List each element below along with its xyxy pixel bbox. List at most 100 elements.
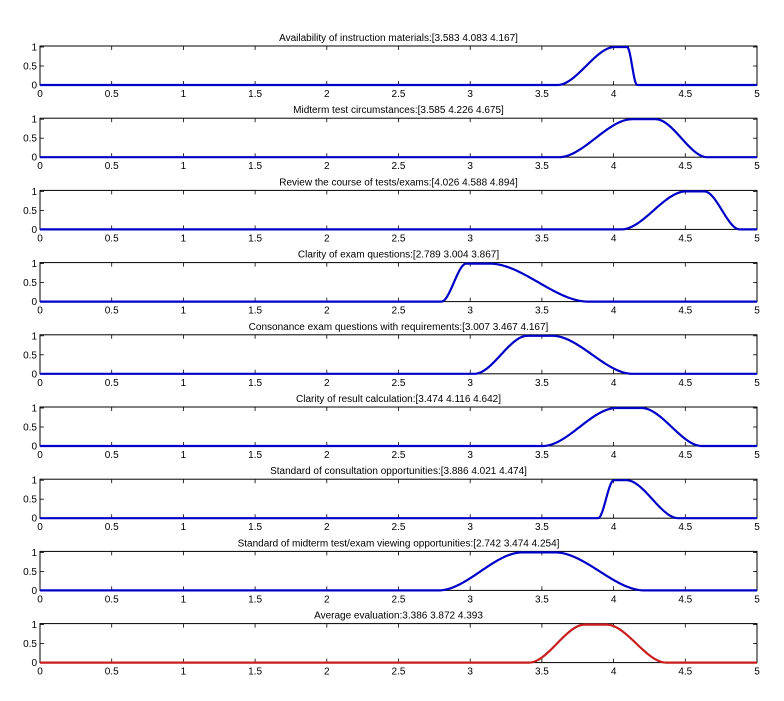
x-tick-label: 3.5 bbox=[535, 450, 549, 461]
x-tick-label: 0 bbox=[37, 161, 43, 172]
x-tick-label: 1.5 bbox=[248, 306, 262, 317]
axes-frame bbox=[39, 623, 758, 664]
x-tick-label: 4 bbox=[611, 89, 617, 100]
subplot-title: Average evaluation:3.386 3.872 4.393 bbox=[314, 611, 483, 622]
y-tick-label: 0 bbox=[31, 658, 37, 669]
y-tick-label: 0.5 bbox=[23, 423, 37, 434]
x-tick-label: 0 bbox=[37, 450, 43, 461]
x-tick-label: 2.5 bbox=[392, 161, 406, 172]
x-tick-label: 4 bbox=[611, 161, 617, 172]
membership-curve bbox=[40, 623, 757, 664]
x-tick-label: 3 bbox=[467, 594, 473, 605]
subplot-title: Standard of midterm test/exam viewing op… bbox=[238, 538, 560, 549]
x-tick-label: 3.5 bbox=[535, 89, 549, 100]
axes-frame bbox=[39, 406, 758, 447]
axes-frame bbox=[39, 117, 758, 158]
subplot-3: Review the course of tests/exams:[4.026 … bbox=[23, 177, 760, 244]
subplot-2: Midterm test circumstances:[3.585 4.226 … bbox=[23, 105, 760, 172]
x-tick-label: 2 bbox=[324, 667, 330, 678]
y-tick-label: 1 bbox=[31, 476, 37, 487]
axes-frame bbox=[39, 262, 758, 303]
x-tick-label: 4.5 bbox=[678, 667, 692, 678]
subplot-title: Standard of consultation opportunities:[… bbox=[270, 466, 527, 477]
y-tick-label: 1 bbox=[31, 548, 37, 559]
x-tick-label: 2 bbox=[324, 306, 330, 317]
subplot-title: Consonance exam questions with requireme… bbox=[249, 322, 549, 333]
x-tick-label: 0.5 bbox=[105, 594, 119, 605]
x-tick-label: 3 bbox=[467, 161, 473, 172]
subplot-5: Consonance exam questions with requireme… bbox=[23, 322, 760, 389]
y-tick-label: 0.5 bbox=[23, 134, 37, 145]
x-tick-label: 3 bbox=[467, 233, 473, 244]
x-tick-label: 0.5 bbox=[105, 161, 119, 172]
y-tick-label: 1 bbox=[31, 331, 37, 342]
axes-frame bbox=[39, 189, 758, 230]
x-tick-label: 2.5 bbox=[392, 89, 406, 100]
membership-curve bbox=[40, 45, 757, 87]
y-tick-label: 1 bbox=[31, 620, 37, 631]
x-tick-label: 1 bbox=[181, 522, 187, 533]
x-tick-label: 0 bbox=[37, 306, 43, 317]
x-tick-label: 3.5 bbox=[535, 522, 549, 533]
x-tick-label: 1 bbox=[181, 667, 187, 678]
x-tick-label: 2 bbox=[324, 594, 330, 605]
subplot-7: Standard of consultation opportunities:[… bbox=[23, 466, 760, 533]
x-tick-label: 2.5 bbox=[392, 594, 406, 605]
membership-curve bbox=[40, 406, 757, 448]
x-tick-label: 3 bbox=[467, 378, 473, 389]
x-tick-label: 0 bbox=[37, 89, 43, 100]
x-tick-label: 2.5 bbox=[392, 378, 406, 389]
y-tick-label: 1 bbox=[31, 187, 37, 198]
subplot-6: Clarity of result calculation:[3.474 4.1… bbox=[23, 394, 760, 461]
x-tick-label: 0 bbox=[37, 233, 43, 244]
subplot-9: Average evaluation:3.386 3.872 4.393 0 0.5… bbox=[23, 611, 760, 678]
y-tick-label: 0.5 bbox=[23, 206, 37, 217]
x-tick-label: 2 bbox=[324, 233, 330, 244]
subplot-8: Standard of midterm test/exam viewing op… bbox=[23, 538, 760, 605]
x-tick-label: 1 bbox=[181, 594, 187, 605]
subplot-title: Availability of instruction materials:[3… bbox=[279, 33, 518, 44]
x-tick-label: 4 bbox=[611, 378, 617, 389]
x-tick-label: 0.5 bbox=[105, 89, 119, 100]
x-tick-label: 2.5 bbox=[392, 667, 406, 678]
x-tick-label: 5 bbox=[754, 306, 760, 317]
x-tick-label: 4.5 bbox=[678, 306, 692, 317]
y-tick-label: 0.5 bbox=[23, 350, 37, 361]
y-tick-label: 0 bbox=[31, 369, 37, 380]
x-tick-label: 5 bbox=[754, 378, 760, 389]
x-tick-label: 1.5 bbox=[248, 522, 262, 533]
x-tick-label: 3 bbox=[467, 667, 473, 678]
x-tick-label: 0 bbox=[37, 522, 43, 533]
axes-frame bbox=[39, 334, 758, 375]
subplot-4: Clarity of exam questions:[2.789 3.004 3… bbox=[23, 250, 760, 317]
x-tick-label: 1 bbox=[181, 378, 187, 389]
x-tick-label: 0.5 bbox=[105, 667, 119, 678]
x-tick-label: 0 bbox=[37, 667, 43, 678]
x-tick-label: 4.5 bbox=[678, 594, 692, 605]
y-tick-label: 0 bbox=[31, 297, 37, 308]
x-tick-label: 1 bbox=[181, 450, 187, 461]
x-tick-label: 4.5 bbox=[678, 450, 692, 461]
x-tick-label: 3.5 bbox=[535, 233, 549, 244]
x-tick-label: 1 bbox=[181, 89, 187, 100]
axes-frame bbox=[39, 550, 758, 591]
x-tick-label: 1 bbox=[181, 161, 187, 172]
membership-curve bbox=[40, 479, 757, 520]
x-tick-label: 2.5 bbox=[392, 233, 406, 244]
x-tick-label: 2 bbox=[324, 378, 330, 389]
x-tick-label: 1.5 bbox=[248, 233, 262, 244]
x-tick-label: 3.5 bbox=[535, 667, 549, 678]
x-tick-label: 4.5 bbox=[678, 161, 692, 172]
membership-curve bbox=[40, 551, 757, 592]
x-tick-label: 2.5 bbox=[392, 450, 406, 461]
y-tick-label: 0 bbox=[31, 225, 37, 236]
x-tick-label: 3 bbox=[467, 450, 473, 461]
y-tick-label: 0 bbox=[31, 153, 37, 164]
membership-curve bbox=[40, 262, 757, 303]
y-tick-label: 1 bbox=[31, 404, 37, 415]
x-tick-label: 4.5 bbox=[678, 378, 692, 389]
x-tick-label: 3.5 bbox=[535, 306, 549, 317]
x-tick-label: 4 bbox=[611, 667, 617, 678]
x-tick-label: 2 bbox=[324, 161, 330, 172]
y-tick-label: 1 bbox=[31, 259, 37, 270]
